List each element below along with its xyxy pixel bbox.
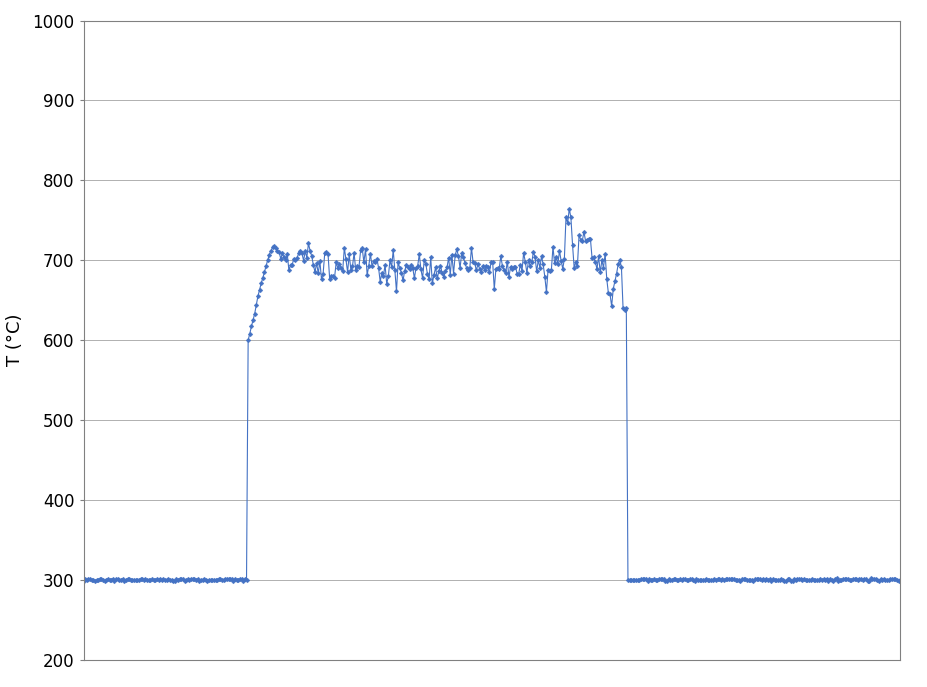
Y-axis label: T (°C): T (°C) [6, 314, 24, 366]
